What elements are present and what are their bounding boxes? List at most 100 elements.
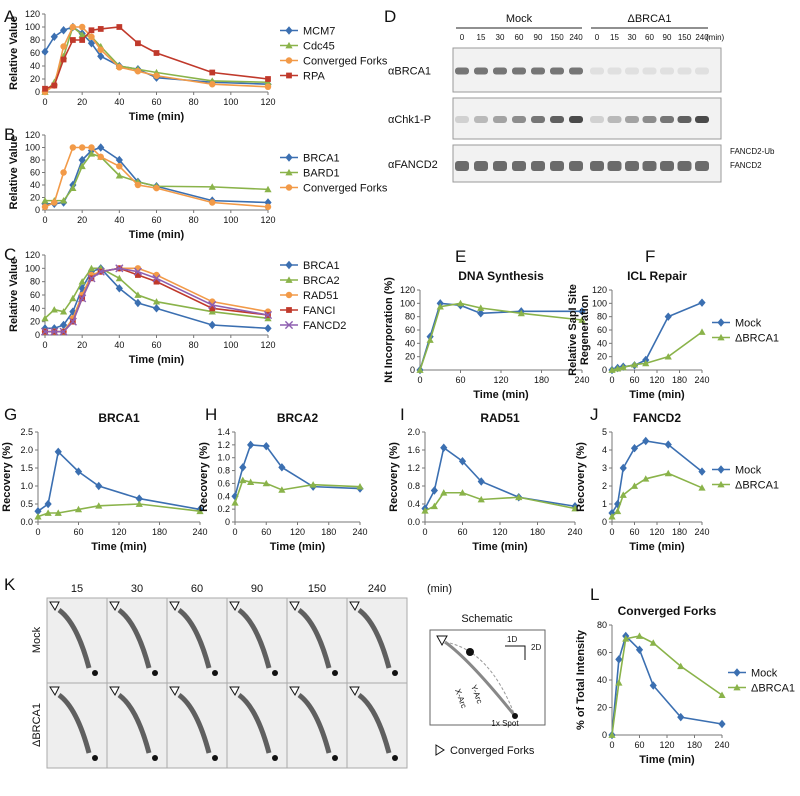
schematic-title: Schematic <box>461 613 513 625</box>
marker <box>231 499 239 506</box>
x-tick-label: 120 <box>492 527 507 537</box>
marker <box>74 467 83 476</box>
chart-title: BRCA2 <box>277 411 319 425</box>
x-tick-label: 40 <box>114 340 124 350</box>
series-line <box>611 440 703 514</box>
band <box>677 161 692 171</box>
series-line <box>419 302 583 371</box>
x-tick-label: 240 <box>567 527 582 537</box>
marker <box>95 481 103 491</box>
marker <box>116 64 123 71</box>
x-tick-label: 180 <box>672 375 687 385</box>
marker <box>88 144 95 151</box>
x-tick-label: 120 <box>290 527 305 537</box>
marker <box>642 359 650 367</box>
chart-title: DNA Synthesis <box>458 269 544 283</box>
y-axis-label: Relative Value <box>8 136 20 210</box>
series-line <box>44 26 269 90</box>
marker <box>717 480 725 488</box>
y-tick-label: 120 <box>400 285 415 295</box>
marker <box>436 303 444 310</box>
x-tick-label: 120 <box>649 527 664 537</box>
x-axis-label: Time (min) <box>91 541 147 553</box>
panel-letter: H <box>205 405 217 424</box>
x-tick-label: 240 <box>714 740 729 750</box>
marker <box>153 278 160 285</box>
gel-spot <box>332 670 338 676</box>
marker <box>50 32 58 41</box>
marker <box>630 482 639 489</box>
marker <box>59 327 68 336</box>
marker <box>664 312 672 321</box>
x-tick-label: 100 <box>223 97 238 107</box>
marker <box>286 72 292 79</box>
marker <box>78 23 86 31</box>
band <box>660 67 674 75</box>
lane-label: 15 <box>477 33 486 42</box>
marker <box>78 294 87 303</box>
schematic-arc <box>444 641 516 717</box>
y-tick-label: 0.4 <box>407 499 420 509</box>
marker <box>247 478 255 486</box>
x-tick-label: 80 <box>189 340 199 350</box>
marker <box>96 267 105 276</box>
y-tick-label: 80 <box>597 620 607 630</box>
y-tick-label: 20 <box>30 317 40 327</box>
y-tick-label: 1.6 <box>407 445 420 455</box>
marker <box>278 463 286 472</box>
marker <box>477 477 485 486</box>
marker <box>78 162 86 170</box>
y-tick-label: 100 <box>25 263 40 273</box>
marker <box>87 150 96 157</box>
y-tick-label: 100 <box>592 298 607 308</box>
y-tick-label: 1 <box>602 499 607 509</box>
marker <box>285 168 293 176</box>
marker <box>87 39 96 48</box>
chart-title: BRCA1 <box>98 411 140 425</box>
y-tick-label: 80 <box>597 312 607 322</box>
marker <box>264 78 272 86</box>
marker <box>635 632 644 639</box>
x-tick-label: 20 <box>77 97 87 107</box>
legend-label: Converged Forks <box>303 56 388 68</box>
lane-label: 60 <box>515 33 524 42</box>
gel-image <box>286 682 348 769</box>
marker <box>278 486 286 493</box>
marker <box>209 305 216 312</box>
panel-letter: E <box>455 247 466 266</box>
chart-title: RAD51 <box>480 411 520 425</box>
marker <box>263 310 273 320</box>
marker <box>630 361 639 368</box>
marker <box>97 52 105 61</box>
marker <box>135 40 141 47</box>
marker <box>60 169 67 176</box>
marker <box>440 489 448 496</box>
marker <box>42 85 48 92</box>
marker <box>718 691 726 699</box>
x-tick-label: 240 <box>352 527 367 537</box>
marker <box>264 83 272 91</box>
marker <box>50 327 59 336</box>
x-tick-label: 40 <box>114 215 124 225</box>
marker <box>69 294 77 302</box>
series-line <box>611 472 703 518</box>
gel-arc <box>237 607 272 669</box>
band <box>625 161 639 171</box>
fork-arrowhead <box>229 686 240 697</box>
marker <box>517 309 525 317</box>
legend-label: Mock <box>735 465 762 477</box>
marker <box>41 47 49 56</box>
x-tick-label: 240 <box>694 375 709 385</box>
marker <box>578 307 586 316</box>
marker <box>698 328 706 335</box>
lane-label: 90 <box>663 33 672 42</box>
x-tick-label: 60 <box>629 527 639 537</box>
marker <box>135 494 143 503</box>
y-tick-label: 0 <box>35 205 40 215</box>
marker <box>619 491 627 498</box>
marker <box>285 153 293 162</box>
gel-time: 60 <box>191 583 203 595</box>
fork-arrowhead <box>349 686 360 697</box>
marker <box>152 274 161 283</box>
y-tick-label: 80 <box>30 35 40 45</box>
